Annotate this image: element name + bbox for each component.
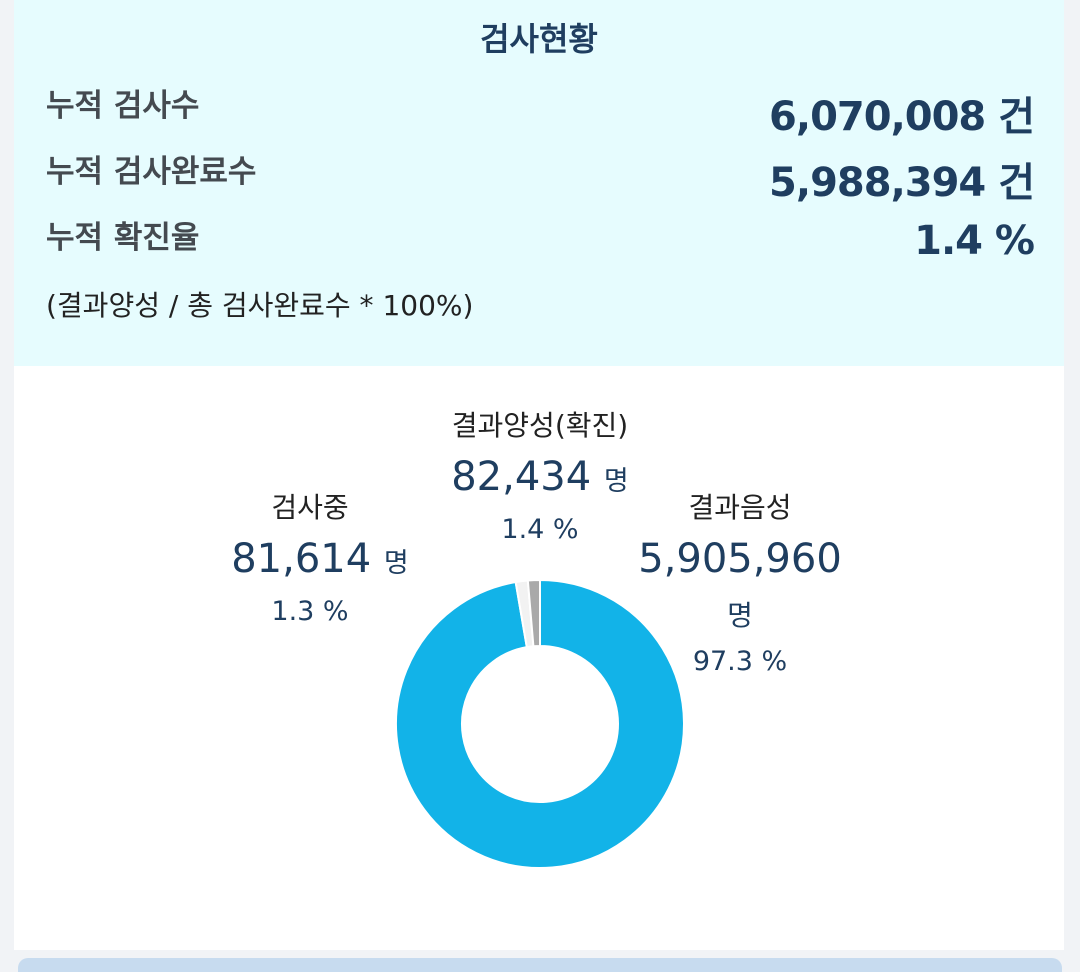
negative-label-value: 5,905,960: [638, 536, 842, 582]
summary-section: 검사현황 누적 검사수 6,070,008 건 누적 검사완료수 5,988,3…: [14, 0, 1064, 366]
testing-slice: [526, 578, 541, 648]
testing-value: 81,614: [231, 536, 372, 582]
negative-unit: 명: [727, 599, 753, 632]
testing-unit: 명: [383, 548, 409, 579]
cumulative-tests-value: 6,070,008 건: [769, 94, 1035, 140]
next-section-edge: [18, 958, 1062, 972]
positive-value: 82,434: [451, 454, 592, 500]
testing-label-value: 81,614 명: [200, 536, 440, 582]
cumulative-completed-value: 5,988,394 건: [769, 160, 1035, 206]
cumulative-completed-label: 누적 검사완료수: [46, 154, 257, 190]
negative-label-name: 결과음성: [688, 491, 792, 524]
negative-label-percent: 97.3 %: [692, 646, 788, 677]
positive-rate-formula: (결과양성 / 총 검사완료수 * 100%): [46, 289, 474, 322]
positive-label-name: 결과양성(확진): [451, 409, 629, 442]
testing-label-percent: 1.3 %: [271, 596, 349, 627]
positive-label-value: 82,434 명: [390, 454, 690, 500]
positive-label-percent: 1.4 %: [501, 514, 579, 545]
cumulative-positive-rate-label: 누적 확진율: [46, 220, 200, 256]
cumulative-positive-rate-value: 1.4 %: [914, 218, 1035, 264]
cumulative-tests-label: 누적 검사수: [46, 88, 200, 124]
testing-label-name: 검사중: [271, 491, 349, 524]
donut-chart: [395, 578, 685, 869]
positive-unit: 명: [603, 466, 629, 497]
negative-slice: [395, 578, 685, 869]
donut-chart-area: 결과양성(확진) 82,434 명 1.4 % 검사중 81,614 명 1.3…: [14, 366, 1064, 950]
summary-title: 검사현황: [480, 20, 598, 58]
test-status-panel: 검사현황 누적 검사수 6,070,008 건 누적 검사완료수 5,988,3…: [14, 0, 1064, 972]
